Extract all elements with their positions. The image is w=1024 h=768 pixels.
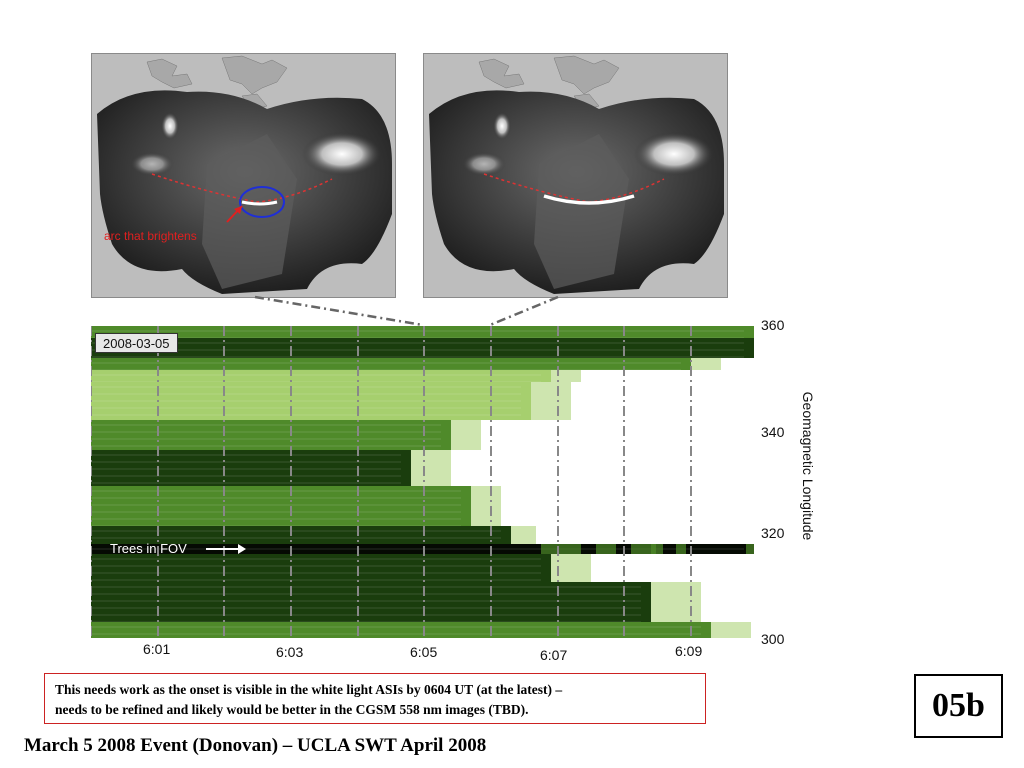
- keogram-band-fade: [411, 450, 451, 486]
- keogram-band: [91, 326, 754, 338]
- keogram-stripe: [91, 482, 401, 484]
- keogram-stripe: [91, 475, 401, 477]
- x-tick-label: 6:05: [410, 644, 438, 660]
- keogram-stripe: [91, 468, 401, 470]
- keogram-stripe: [91, 454, 401, 456]
- keogram-stripe: [91, 445, 441, 447]
- keogram-stripe: [91, 530, 501, 532]
- keogram-stripe: [91, 400, 521, 402]
- keogram-band-fade: [511, 526, 536, 544]
- keogram-band-fade: [531, 382, 571, 420]
- keogram-trees-fragment: [596, 544, 616, 554]
- keogram-band-fade: [451, 420, 481, 450]
- keogram-band: [91, 370, 551, 382]
- keogram-trees-fragment: [676, 544, 686, 554]
- keogram-band-fade: [651, 582, 701, 622]
- keogram-band-fade: [691, 358, 721, 370]
- keogram-stripe: [91, 330, 744, 332]
- keogram-stripe: [91, 414, 521, 416]
- keogram-band: [91, 554, 551, 582]
- keogram-trees-fragment: [541, 544, 581, 554]
- keogram-stripe: [91, 356, 744, 358]
- y-tick-label: 340: [761, 424, 785, 440]
- x-tick-label: 6:03: [276, 644, 304, 660]
- keogram-stripe: [91, 490, 461, 492]
- keogram-trees-fragment: [746, 544, 754, 554]
- keogram-band: [91, 420, 451, 450]
- keogram-band-fade: [471, 486, 501, 526]
- keogram-bands: [91, 326, 754, 638]
- note-box: This needs work as the onset is visible …: [44, 673, 706, 724]
- keogram-band: [91, 544, 754, 554]
- x-tick-label: 6:01: [143, 641, 171, 657]
- keogram-stripe: [91, 431, 441, 433]
- note-line-2: needs to be refined and likely would be …: [55, 701, 529, 717]
- keogram-band: [91, 358, 691, 370]
- keogram-stripe: [91, 558, 541, 560]
- keogram-stripe: [91, 548, 744, 550]
- slide-id-badge: 05b: [914, 674, 1003, 738]
- note-line-1: This needs work as the onset is visible …: [55, 682, 563, 697]
- trees-label: Trees in FOV: [110, 541, 187, 556]
- x-tick-label: 6:09: [675, 643, 703, 659]
- keogram-stripe: [91, 607, 641, 609]
- y-tick-label: 300: [761, 631, 785, 647]
- keogram-stripe: [91, 407, 521, 409]
- footer-title: March 5 2008 Event (Donovan) – UCLA SWT …: [24, 735, 487, 756]
- keogram-stripe: [91, 572, 541, 574]
- keogram-stripe: [91, 511, 461, 513]
- keogram-stripe: [91, 537, 501, 539]
- keogram-stripe: [91, 593, 641, 595]
- keogram-stripe: [91, 518, 461, 520]
- keogram-band: [91, 382, 531, 420]
- keogram-band-fade: [551, 370, 581, 382]
- keogram-stripe: [91, 504, 461, 506]
- keogram-stripe: [91, 362, 681, 364]
- keogram-stripe: [91, 579, 541, 581]
- keogram-stripe: [91, 633, 701, 635]
- keogram-stripe: [91, 386, 521, 388]
- keogram-stripe: [91, 497, 461, 499]
- y-tick-label: 320: [761, 525, 785, 541]
- keogram-band-fade: [711, 622, 751, 638]
- keogram-stripe: [91, 586, 641, 588]
- y-tick-label: 360: [761, 317, 785, 333]
- keogram-stripe: [91, 626, 701, 628]
- keogram-plot: [91, 326, 754, 638]
- keogram-stripe: [91, 424, 441, 426]
- keogram-band: [91, 622, 711, 638]
- keogram-stripe: [91, 565, 541, 567]
- keogram-band: [91, 486, 471, 526]
- keogram-stripe: [91, 614, 641, 616]
- keogram-stripe: [91, 438, 441, 440]
- x-tick-label: 6:07: [540, 647, 568, 663]
- keogram-stripe: [91, 393, 521, 395]
- highlight-circle: [239, 186, 285, 218]
- keogram-trees-fragment: [651, 544, 663, 554]
- keogram-stripe: [91, 349, 744, 351]
- keogram-band: [91, 338, 754, 358]
- keogram-stripe: [91, 342, 744, 344]
- keogram-stripe: [91, 374, 541, 376]
- asi-image-left: arc that brightens: [91, 53, 396, 298]
- keogram-stripe: [91, 461, 401, 463]
- date-badge: 2008-03-05: [95, 333, 178, 353]
- arc-annotation: arc that brightens: [104, 229, 197, 243]
- keogram-stripe: [91, 600, 641, 602]
- keogram-band: [91, 526, 511, 544]
- arrow-right-icon: [206, 544, 246, 554]
- keogram-trees-fragment: [631, 544, 656, 554]
- time-dividers: [91, 326, 692, 638]
- asi-image-right: [423, 53, 728, 298]
- y-axis-title: Geomagnetic Longitude: [800, 391, 816, 541]
